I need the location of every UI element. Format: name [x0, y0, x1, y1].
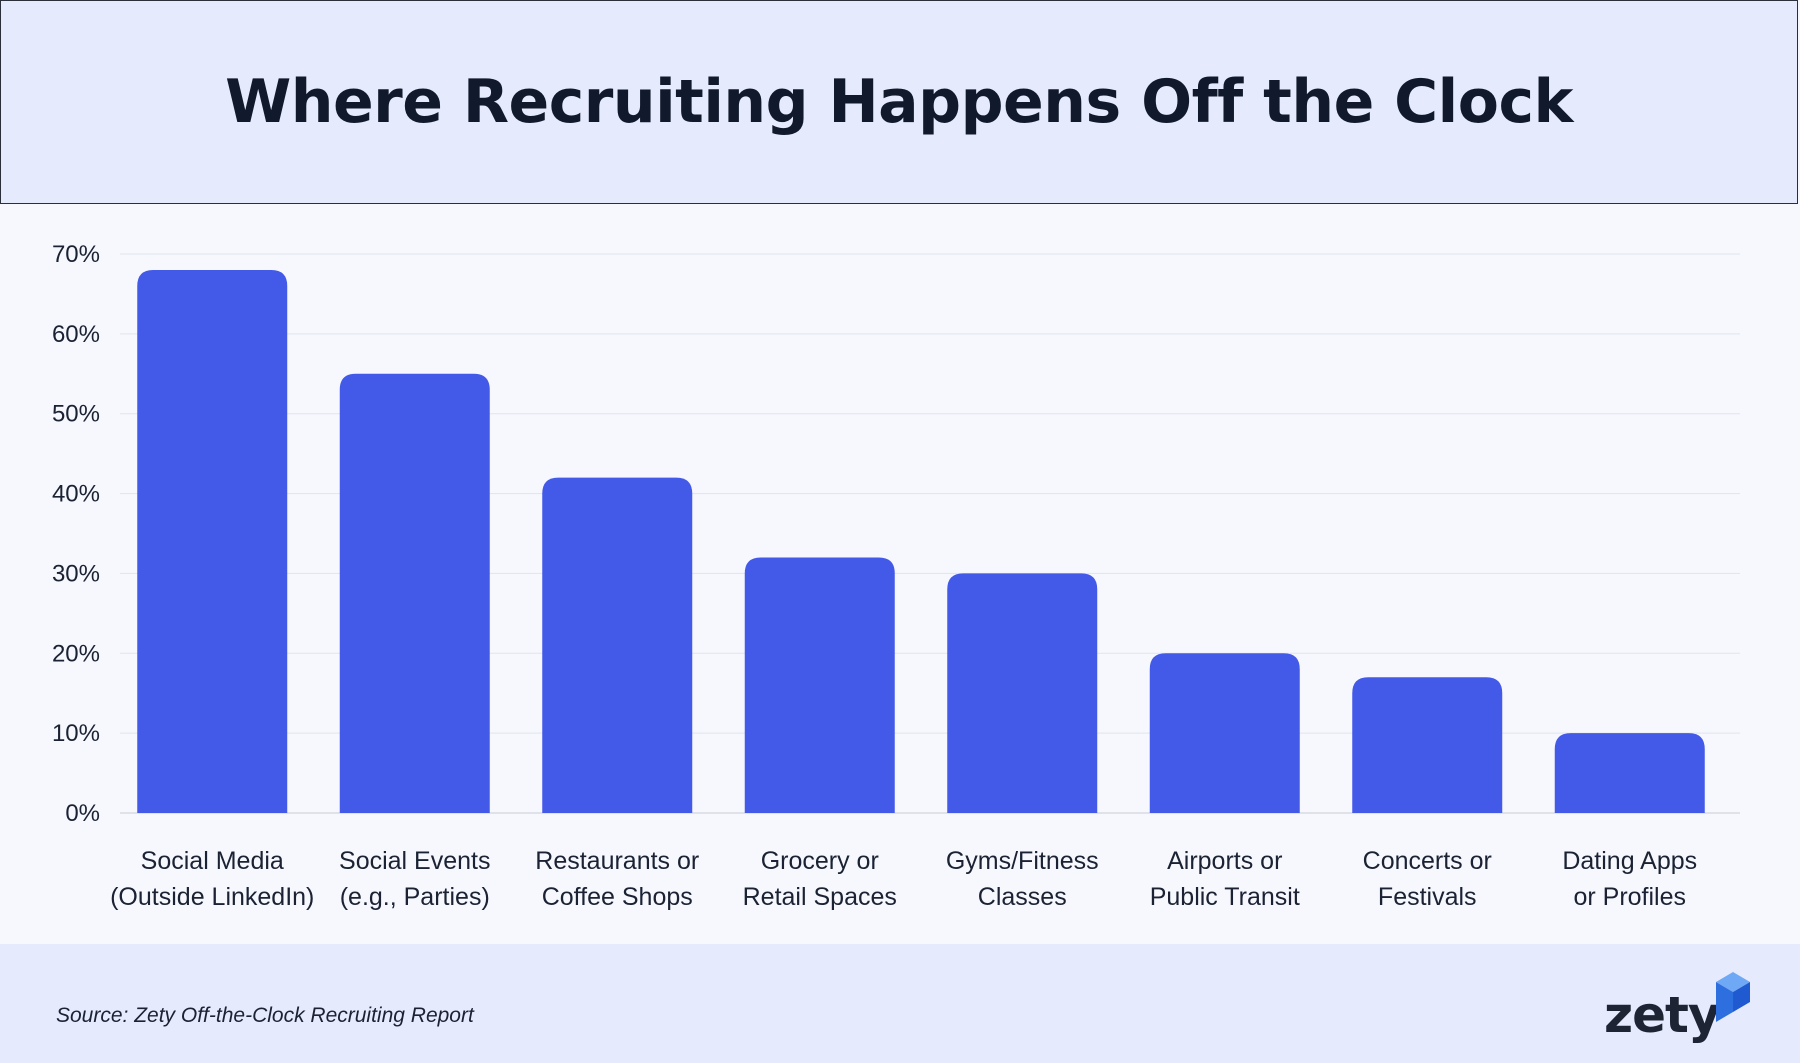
x-tick-label: Coffee Shops	[542, 883, 693, 911]
y-tick-label: 70%	[52, 241, 100, 268]
bar	[1149, 653, 1300, 813]
y-tick-label: 50%	[52, 401, 100, 428]
y-tick-label: 60%	[52, 321, 100, 348]
x-tick-label: Festivals	[1378, 883, 1477, 911]
chart-footer: Source: Zety Off-the-Clock Recruiting Re…	[0, 944, 1800, 1063]
y-tick-label: 40%	[52, 481, 100, 508]
bar	[137, 269, 288, 813]
bar	[1554, 733, 1705, 813]
x-tick-label: Public Transit	[1150, 883, 1300, 911]
x-tick-label: Grocery or	[761, 847, 879, 875]
y-tick-label: 30%	[52, 560, 100, 587]
y-tick-label: 0%	[65, 800, 100, 827]
bar	[339, 373, 490, 813]
chart-title: Where Recruiting Happens Off the Clock	[225, 67, 1573, 137]
chart-header: Where Recruiting Happens Off the Clock	[0, 0, 1798, 204]
x-tick-label: Retail Spaces	[743, 883, 897, 911]
bar-chart-svg: 0% 10% 20% 30% 40% 50% 60% 70% Social Media (Outs…	[52, 241, 1740, 911]
x-tick-label: (e.g., Parties)	[340, 883, 490, 911]
y-tick-label: 20%	[52, 640, 100, 667]
source-note: Source: Zety Off-the-Clock Recruiting Re…	[56, 1004, 474, 1027]
x-tick-label: Classes	[978, 883, 1067, 911]
x-tick-label: Restaurants or	[535, 847, 699, 875]
x-tick-label: Gyms/Fitness	[946, 847, 1099, 875]
x-tick-label: Social Events	[339, 847, 490, 875]
x-tick-label: Airports or	[1167, 847, 1282, 875]
cube-icon	[1716, 972, 1750, 1022]
x-tick-label: (Outside LinkedIn)	[110, 883, 314, 911]
zety-logo: zety	[1598, 970, 1750, 1050]
x-tick-label: Dating Apps	[1562, 847, 1697, 875]
bar	[1352, 677, 1503, 813]
logo-wordmark: zety	[1604, 986, 1721, 1044]
x-tick-label: Concerts or	[1363, 847, 1492, 875]
bar	[542, 477, 693, 813]
x-tick-label: Social Media	[141, 847, 284, 875]
x-tick-label: or Profiles	[1573, 883, 1686, 911]
bar	[947, 573, 1098, 813]
bar-chart: 0% 10% 20% 30% 40% 50% 60% 70% Social Media (Outs…	[0, 206, 1800, 943]
bar	[744, 557, 895, 813]
y-tick-label: 10%	[52, 720, 100, 747]
